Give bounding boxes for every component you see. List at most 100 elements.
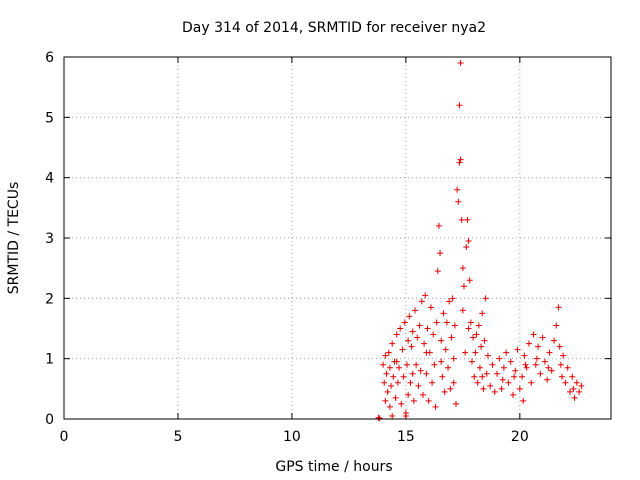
data-point [489,361,496,368]
data-point [390,373,397,380]
y-axis-label: SRMTID / TECUs [6,182,22,295]
data-point [548,367,555,374]
data-point [475,322,482,329]
data-point [442,346,449,353]
data-point [478,343,485,350]
data-point [450,355,457,362]
data-point [424,325,431,332]
x-tick-label: 0 [60,429,69,445]
data-point [505,379,512,386]
data-point [459,265,466,272]
y-tick-label: 1 [45,352,54,368]
data-point [437,250,444,257]
data-point [392,394,399,401]
data-point [474,379,481,386]
data-point [564,364,571,371]
data-point [405,391,412,398]
data-point [535,343,542,350]
data-point [405,337,412,344]
data-point [429,379,436,386]
data-point [551,337,558,344]
data-point [472,349,479,356]
data-point [396,364,403,371]
data-point [400,373,407,380]
data-point [566,388,573,395]
y-tick-label: 2 [45,291,54,307]
data-point [462,349,469,356]
data-point [569,373,576,380]
data-point [455,198,462,205]
data-point [375,414,382,421]
data-point [557,361,564,368]
data-point [533,355,540,362]
data-point [406,313,413,320]
data-point [415,382,422,389]
data-point [451,322,458,329]
y-tick-label: 3 [45,231,54,247]
data-point [408,343,415,350]
data-point [394,379,401,386]
data-point [399,346,406,353]
data-point [389,412,396,419]
data-point [491,388,498,395]
data-point [376,415,383,422]
data-point [423,370,430,377]
data-point [487,382,494,389]
data-point [525,340,532,347]
data-point [484,352,491,359]
data-point [560,352,567,359]
data-point [521,352,528,359]
data-point [457,60,464,67]
data-point [409,328,416,335]
data-point [500,364,507,371]
y-tick-label: 4 [45,171,54,187]
data-point [522,361,529,368]
data-point [507,358,514,365]
data-points [375,60,585,422]
data-point [544,376,551,383]
grid [64,57,611,419]
x-tick-label: 10 [283,429,301,445]
data-point [454,186,461,193]
data-point [523,364,530,371]
data-point [496,355,503,362]
data-point [447,385,454,392]
data-point [464,216,471,223]
chart-title: Day 314 of 2014, SRMTID for receiver nya… [182,20,486,36]
data-point [476,364,483,371]
data-point [473,331,480,338]
data-point [432,403,439,410]
x-tick-label: 5 [173,429,182,445]
data-point [433,319,440,326]
data-point [416,322,423,329]
data-point [441,388,448,395]
data-point [460,283,467,290]
data-point [499,376,506,383]
y-tick-label: 5 [45,110,54,126]
data-point [449,295,456,302]
data-point [456,159,463,166]
data-point [479,310,486,317]
data-point [382,397,389,404]
ticks: 0 5 10 15 20 0 1 2 3 4 5 6 [45,50,611,445]
data-point [556,343,563,350]
data-point [576,388,583,395]
data-point [439,373,446,380]
data-point [463,244,470,251]
data-point [443,319,450,326]
data-point [440,310,447,317]
data-point [470,334,477,341]
data-point [409,370,416,377]
data-point [494,370,501,377]
data-point [413,361,420,368]
data-point [421,340,428,347]
data-point [430,331,437,338]
data-point [380,361,387,368]
data-point [558,373,565,380]
data-point [481,337,488,344]
data-point [388,382,395,389]
data-point [530,331,537,338]
data-point [398,400,405,407]
data-point [381,379,388,386]
data-point [419,391,426,398]
